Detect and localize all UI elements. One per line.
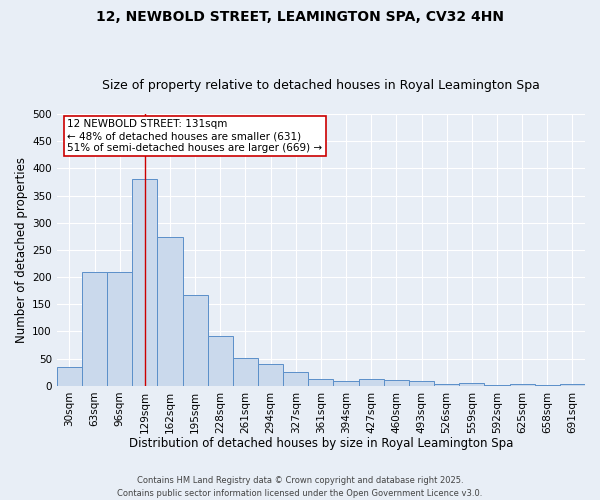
Bar [384,380,409,386]
Bar [57,367,82,386]
Bar [107,272,132,386]
Title: Size of property relative to detached houses in Royal Leamington Spa: Size of property relative to detached ho… [102,79,540,92]
Text: Contains HM Land Registry data © Crown copyright and database right 2025.
Contai: Contains HM Land Registry data © Crown c… [118,476,482,498]
Bar [82,272,107,386]
Bar [208,336,233,386]
Bar [157,238,182,386]
Bar [132,179,157,386]
X-axis label: Distribution of detached houses by size in Royal Leamington Spa: Distribution of detached houses by size … [129,437,513,450]
Text: 12 NEWBOLD STREET: 131sqm
← 48% of detached houses are smaller (631)
51% of semi: 12 NEWBOLD STREET: 131sqm ← 48% of detac… [67,120,322,152]
Bar [535,385,560,386]
Bar [560,384,585,386]
Bar [359,380,384,386]
Text: 12, NEWBOLD STREET, LEAMINGTON SPA, CV32 4HN: 12, NEWBOLD STREET, LEAMINGTON SPA, CV32… [96,10,504,24]
Bar [509,384,535,386]
Bar [233,358,258,386]
Bar [434,384,459,386]
Bar [283,372,308,386]
Bar [182,294,208,386]
Bar [409,381,434,386]
Bar [308,379,334,386]
Bar [334,382,359,386]
Y-axis label: Number of detached properties: Number of detached properties [15,157,28,343]
Bar [459,383,484,386]
Bar [258,364,283,386]
